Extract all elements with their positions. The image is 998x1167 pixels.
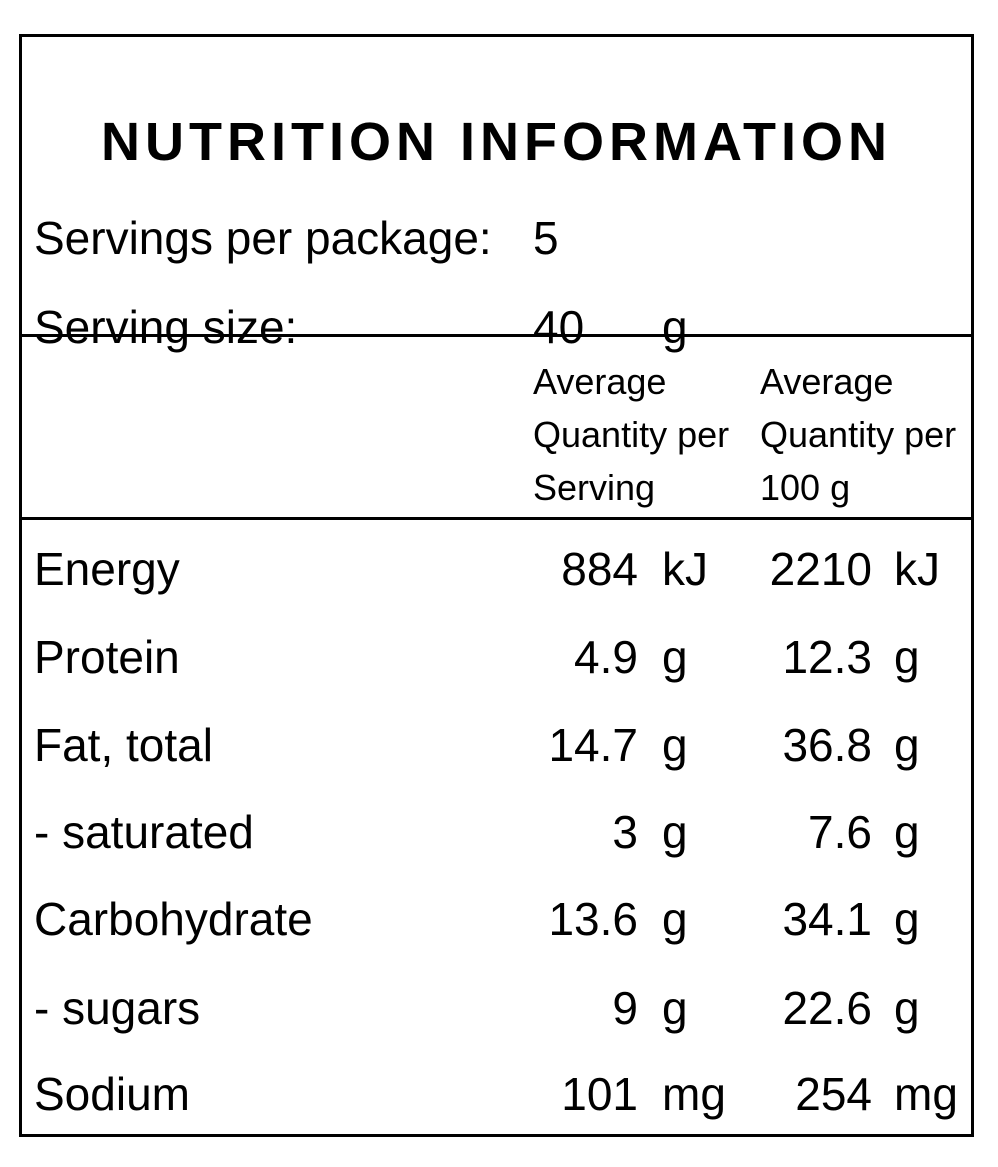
nutrient-name: - saturated [34, 806, 254, 858]
per-100g-unit: g [894, 982, 920, 1034]
divider-header [22, 517, 971, 520]
nutrient-name: Sodium [34, 1068, 190, 1120]
nutrient-name: Carbohydrate [34, 893, 313, 945]
serving-unit: mg [662, 1068, 726, 1120]
per-100g-value: 22.6 [782, 982, 872, 1034]
per-100g-value: 12.3 [782, 631, 872, 683]
nutrient-name: Fat, total [34, 719, 213, 771]
per-100g-value: 34.1 [782, 893, 872, 945]
header-per-serving-line3: Serving [533, 467, 656, 508]
header-per-100g-line2: Quantity per [760, 414, 957, 455]
nutrient-name: Protein [34, 631, 180, 683]
serving-value: 101 [561, 1068, 638, 1120]
serving-size-value: 40 [533, 301, 585, 353]
per-100g-value: 2210 [769, 543, 872, 595]
nutrient-name: - sugars [34, 982, 201, 1034]
per-100g-unit: g [894, 719, 920, 771]
servings-per-package-label: Servings per package: [34, 212, 492, 264]
per-100g-unit: g [894, 806, 920, 858]
serving-unit: g [662, 893, 688, 945]
per-100g-value: 36.8 [782, 719, 872, 771]
serving-value: 3 [612, 806, 638, 858]
serving-unit: g [662, 631, 688, 683]
serving-size-unit: g [662, 301, 688, 353]
divider-top [22, 334, 971, 337]
serving-unit: kJ [662, 543, 708, 595]
per-100g-unit: g [894, 893, 920, 945]
serving-size-label: Serving size: [34, 301, 298, 353]
serving-value: 4.9 [574, 631, 638, 683]
per-100g-unit: mg [894, 1068, 958, 1120]
serving-value: 14.7 [548, 719, 638, 771]
serving-value: 884 [561, 543, 638, 595]
per-100g-unit: kJ [894, 543, 940, 595]
serving-value: 13.6 [548, 893, 638, 945]
panel-title: NUTRITION INFORMATION [101, 112, 892, 172]
serving-value: 9 [612, 982, 638, 1034]
nutrient-name: Energy [34, 543, 180, 595]
servings-per-package-value: 5 [533, 212, 559, 264]
nutrition-panel: NUTRITION INFORMATION Servings per packa… [19, 34, 974, 1137]
serving-unit: g [662, 982, 688, 1034]
serving-unit: g [662, 806, 688, 858]
per-100g-unit: g [894, 631, 920, 683]
header-per-serving-line2: Quantity per [533, 414, 730, 455]
header-per-serving-line1: Average [533, 361, 667, 402]
per-100g-value: 254 [795, 1068, 872, 1120]
per-100g-value: 7.6 [808, 806, 872, 858]
header-per-100g-line1: Average [760, 361, 894, 402]
header-per-100g-line3: 100 g [760, 467, 851, 508]
serving-unit: g [662, 719, 688, 771]
